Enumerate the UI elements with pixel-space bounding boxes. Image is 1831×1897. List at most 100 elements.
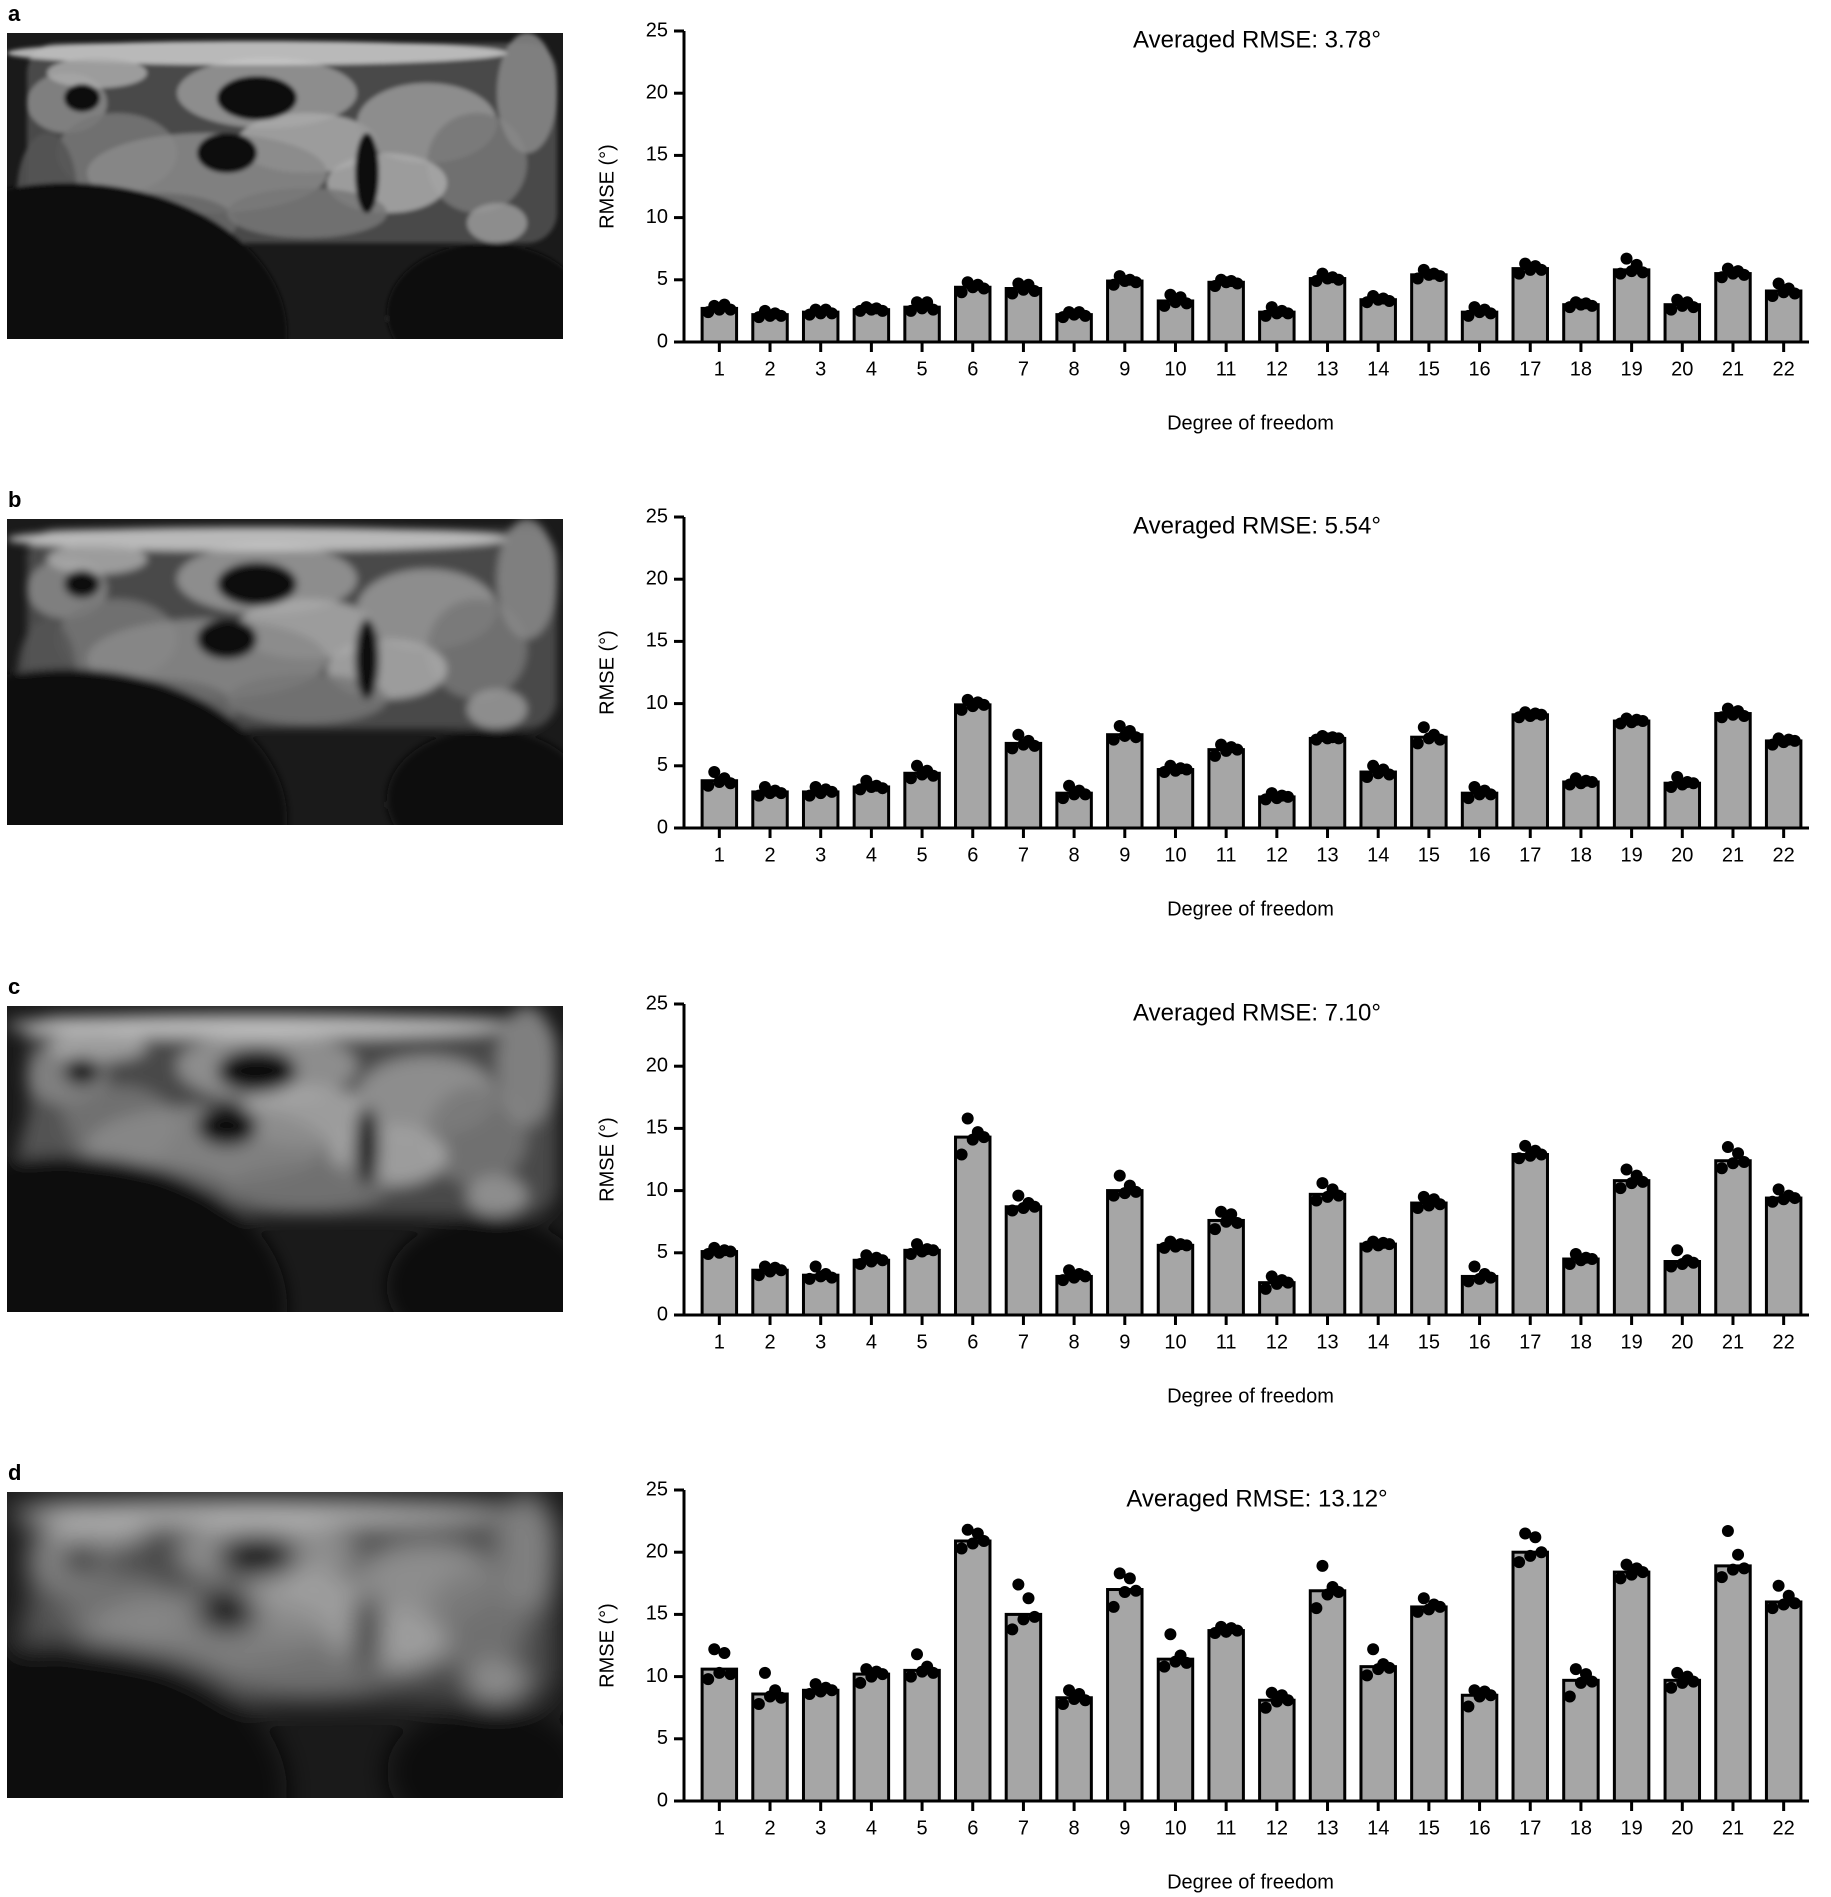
data-point xyxy=(1665,780,1678,793)
data-point xyxy=(1079,788,1092,801)
x-tick-label: 17 xyxy=(1519,1331,1541,1353)
data-point xyxy=(927,303,940,316)
image-shadow xyxy=(355,133,379,213)
bar xyxy=(1764,739,1803,830)
bar xyxy=(1258,1698,1296,1803)
data-point xyxy=(803,789,816,802)
data-point xyxy=(1281,1276,1294,1289)
data-point xyxy=(1687,777,1700,790)
data-point xyxy=(1107,1189,1120,1202)
data-point xyxy=(1107,733,1120,746)
bar xyxy=(1410,1605,1448,1803)
data-point xyxy=(1614,1182,1627,1195)
panel-label: a xyxy=(8,1,21,26)
y-tick-label: 0 xyxy=(657,330,668,352)
data-point xyxy=(825,785,838,798)
data-point xyxy=(1614,1572,1627,1585)
data-point xyxy=(1113,1567,1126,1580)
data-point xyxy=(1732,1147,1745,1160)
bar xyxy=(1004,1205,1043,1317)
x-tick-label: 15 xyxy=(1418,1817,1440,1839)
data-point xyxy=(1732,1548,1745,1561)
image-structure xyxy=(47,1031,147,1061)
y-tick-label: 25 xyxy=(646,19,668,41)
x-tick-label: 4 xyxy=(866,1817,877,1839)
bar xyxy=(1055,1696,1093,1803)
x-tick-label: 3 xyxy=(815,358,826,380)
data-point xyxy=(1063,1684,1076,1697)
x-tick-label: 14 xyxy=(1367,1817,1389,1839)
data-point xyxy=(1726,1563,1739,1576)
x-tick-label: 2 xyxy=(764,1331,775,1353)
bar xyxy=(1359,1665,1397,1803)
image-shadow xyxy=(217,76,297,120)
bar xyxy=(1156,1243,1195,1317)
data-point xyxy=(1721,1525,1734,1538)
x-tick-label: 7 xyxy=(1018,358,1029,380)
x-tick-label: 9 xyxy=(1119,1817,1130,1839)
data-point xyxy=(1164,1628,1177,1641)
image-shadow xyxy=(355,1106,379,1186)
data-point xyxy=(713,1666,726,1679)
y-tick-label: 5 xyxy=(657,1241,668,1263)
data-point xyxy=(1715,1162,1728,1175)
data-point xyxy=(1129,276,1142,289)
image-shadow xyxy=(387,1702,563,1798)
x-tick-label: 6 xyxy=(967,358,978,380)
x-tick-label: 17 xyxy=(1519,844,1541,866)
data-point xyxy=(1788,1192,1801,1205)
chart-title: Averaged RMSE: 5.54° xyxy=(1133,512,1381,539)
bar xyxy=(801,1688,840,1803)
data-point xyxy=(775,309,788,322)
data-point xyxy=(1715,711,1728,724)
image-structure xyxy=(497,33,557,153)
data-point xyxy=(1671,1244,1684,1257)
data-point xyxy=(1788,1597,1801,1610)
data-point xyxy=(1738,710,1751,723)
image-shadow xyxy=(197,133,257,173)
x-tick-label: 21 xyxy=(1722,358,1744,380)
y-axis-title: RMSE (°) xyxy=(596,1603,618,1688)
x-tick-label: 10 xyxy=(1164,358,1186,380)
data-point xyxy=(1383,1238,1396,1251)
ultrasound-image xyxy=(7,1006,563,1312)
bar xyxy=(1663,1678,1702,1803)
image-shadow xyxy=(197,1592,257,1632)
data-point xyxy=(955,703,968,716)
data-point xyxy=(1411,1605,1424,1618)
y-tick-label: 10 xyxy=(646,1665,668,1687)
image-texture xyxy=(7,519,563,825)
x-tick-label: 18 xyxy=(1570,844,1592,866)
bar xyxy=(954,703,992,830)
bar xyxy=(954,1135,992,1317)
data-point xyxy=(1535,708,1548,721)
data-point xyxy=(1215,1205,1228,1218)
bar xyxy=(1511,713,1549,830)
data-point xyxy=(1316,1177,1329,1190)
data-point xyxy=(1620,252,1633,265)
x-tick-label: 21 xyxy=(1722,1331,1744,1353)
data-point xyxy=(1766,289,1779,302)
data-point xyxy=(775,1691,788,1704)
y-tick-label: 25 xyxy=(646,992,668,1014)
data-point xyxy=(708,1643,721,1656)
data-point xyxy=(1383,768,1396,781)
data-point xyxy=(911,1648,923,1661)
x-tick-label: 13 xyxy=(1316,844,1338,866)
image-shadow xyxy=(355,1592,379,1672)
bar xyxy=(1106,1588,1144,1803)
x-tick-label: 5 xyxy=(917,1331,928,1353)
x-tick-label: 19 xyxy=(1620,358,1642,380)
data-point xyxy=(1721,1141,1734,1154)
data-point xyxy=(1180,1239,1193,1252)
bar xyxy=(1410,1201,1448,1317)
bar xyxy=(1410,735,1448,830)
image-structure xyxy=(47,544,147,574)
data-point xyxy=(1225,1208,1238,1221)
data-point xyxy=(1411,737,1424,750)
data-point xyxy=(1513,1152,1526,1165)
image-shadow xyxy=(64,1543,100,1571)
x-tick-label: 1 xyxy=(714,1817,725,1839)
data-point xyxy=(1265,1686,1278,1699)
data-point xyxy=(1231,277,1244,290)
